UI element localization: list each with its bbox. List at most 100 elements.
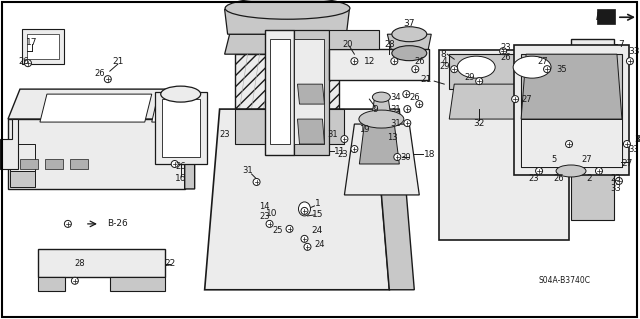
Ellipse shape xyxy=(616,177,623,184)
Ellipse shape xyxy=(341,136,348,143)
Ellipse shape xyxy=(451,66,458,73)
Ellipse shape xyxy=(65,220,72,227)
Ellipse shape xyxy=(392,27,427,42)
Text: 28: 28 xyxy=(384,40,395,49)
Polygon shape xyxy=(521,119,622,167)
Polygon shape xyxy=(298,119,324,144)
Polygon shape xyxy=(10,171,35,187)
Ellipse shape xyxy=(104,76,111,83)
Text: 14: 14 xyxy=(259,203,270,211)
Text: 35: 35 xyxy=(557,65,567,74)
Ellipse shape xyxy=(253,178,260,185)
Polygon shape xyxy=(597,9,615,24)
Text: 26: 26 xyxy=(501,53,511,62)
Text: 23: 23 xyxy=(529,174,540,183)
Polygon shape xyxy=(38,249,164,277)
Text: 11: 11 xyxy=(333,146,345,156)
Bar xyxy=(22,29,64,64)
Polygon shape xyxy=(8,89,195,119)
Polygon shape xyxy=(235,109,344,144)
Bar xyxy=(162,99,200,157)
Polygon shape xyxy=(521,54,622,119)
Polygon shape xyxy=(225,34,349,54)
Text: 23: 23 xyxy=(337,150,348,159)
Text: 19: 19 xyxy=(359,124,370,134)
Text: 5: 5 xyxy=(552,154,557,164)
Ellipse shape xyxy=(500,48,507,55)
Ellipse shape xyxy=(627,58,634,65)
Text: 34: 34 xyxy=(390,93,401,102)
Text: 23: 23 xyxy=(220,130,230,138)
Bar xyxy=(155,92,207,164)
Text: B-26: B-26 xyxy=(108,219,128,228)
Text: 27: 27 xyxy=(621,160,632,168)
Ellipse shape xyxy=(403,91,410,98)
Text: 20: 20 xyxy=(342,40,353,49)
Ellipse shape xyxy=(566,141,573,147)
Ellipse shape xyxy=(511,96,518,103)
Ellipse shape xyxy=(391,58,398,65)
Bar xyxy=(577,109,609,159)
Text: 30: 30 xyxy=(400,152,411,161)
Polygon shape xyxy=(40,94,152,122)
Ellipse shape xyxy=(392,46,427,61)
Text: Fr.: Fr. xyxy=(596,12,608,22)
Text: 4: 4 xyxy=(442,57,447,66)
Text: 29: 29 xyxy=(464,73,474,82)
Polygon shape xyxy=(225,9,349,34)
Text: 26: 26 xyxy=(554,174,564,183)
Ellipse shape xyxy=(556,165,586,177)
Text: 21: 21 xyxy=(112,57,124,66)
Text: 23: 23 xyxy=(611,174,621,183)
Polygon shape xyxy=(449,84,559,119)
Polygon shape xyxy=(521,54,622,167)
Polygon shape xyxy=(235,54,339,109)
Text: 15: 15 xyxy=(312,211,323,219)
Ellipse shape xyxy=(286,226,293,232)
Text: 33: 33 xyxy=(628,145,639,153)
Text: 6: 6 xyxy=(636,135,640,144)
Text: 26: 26 xyxy=(409,93,420,102)
Ellipse shape xyxy=(623,141,630,147)
Text: 10: 10 xyxy=(266,209,277,219)
Bar xyxy=(27,34,59,59)
Text: 22: 22 xyxy=(164,259,175,268)
Ellipse shape xyxy=(304,243,311,250)
Ellipse shape xyxy=(372,92,390,102)
Text: 8: 8 xyxy=(440,50,446,59)
Text: 24: 24 xyxy=(312,226,323,235)
Polygon shape xyxy=(205,109,389,290)
Text: 16: 16 xyxy=(175,174,186,183)
Ellipse shape xyxy=(298,202,310,216)
Text: 26: 26 xyxy=(175,162,186,172)
Text: 17: 17 xyxy=(26,38,38,47)
Text: 1: 1 xyxy=(315,199,321,208)
Polygon shape xyxy=(185,89,195,189)
Text: 26: 26 xyxy=(95,69,105,78)
Ellipse shape xyxy=(301,235,308,242)
Polygon shape xyxy=(152,96,180,122)
Text: 26: 26 xyxy=(19,57,29,66)
Polygon shape xyxy=(439,50,569,240)
Ellipse shape xyxy=(476,78,483,85)
Ellipse shape xyxy=(543,66,550,73)
Polygon shape xyxy=(10,144,35,171)
Ellipse shape xyxy=(359,110,404,128)
Text: 9: 9 xyxy=(372,105,378,114)
Ellipse shape xyxy=(161,86,201,102)
Text: 25: 25 xyxy=(272,226,283,235)
Text: 31: 31 xyxy=(390,119,401,128)
Ellipse shape xyxy=(416,100,423,108)
Ellipse shape xyxy=(595,167,602,174)
Polygon shape xyxy=(387,34,431,54)
Text: 31: 31 xyxy=(327,130,338,138)
Text: 3: 3 xyxy=(634,135,640,144)
Bar xyxy=(45,159,63,169)
Ellipse shape xyxy=(404,120,411,127)
Ellipse shape xyxy=(412,66,419,73)
Polygon shape xyxy=(330,30,380,49)
Polygon shape xyxy=(514,45,629,175)
Ellipse shape xyxy=(24,60,31,67)
Text: 33: 33 xyxy=(628,47,639,56)
Text: 31: 31 xyxy=(390,105,401,114)
